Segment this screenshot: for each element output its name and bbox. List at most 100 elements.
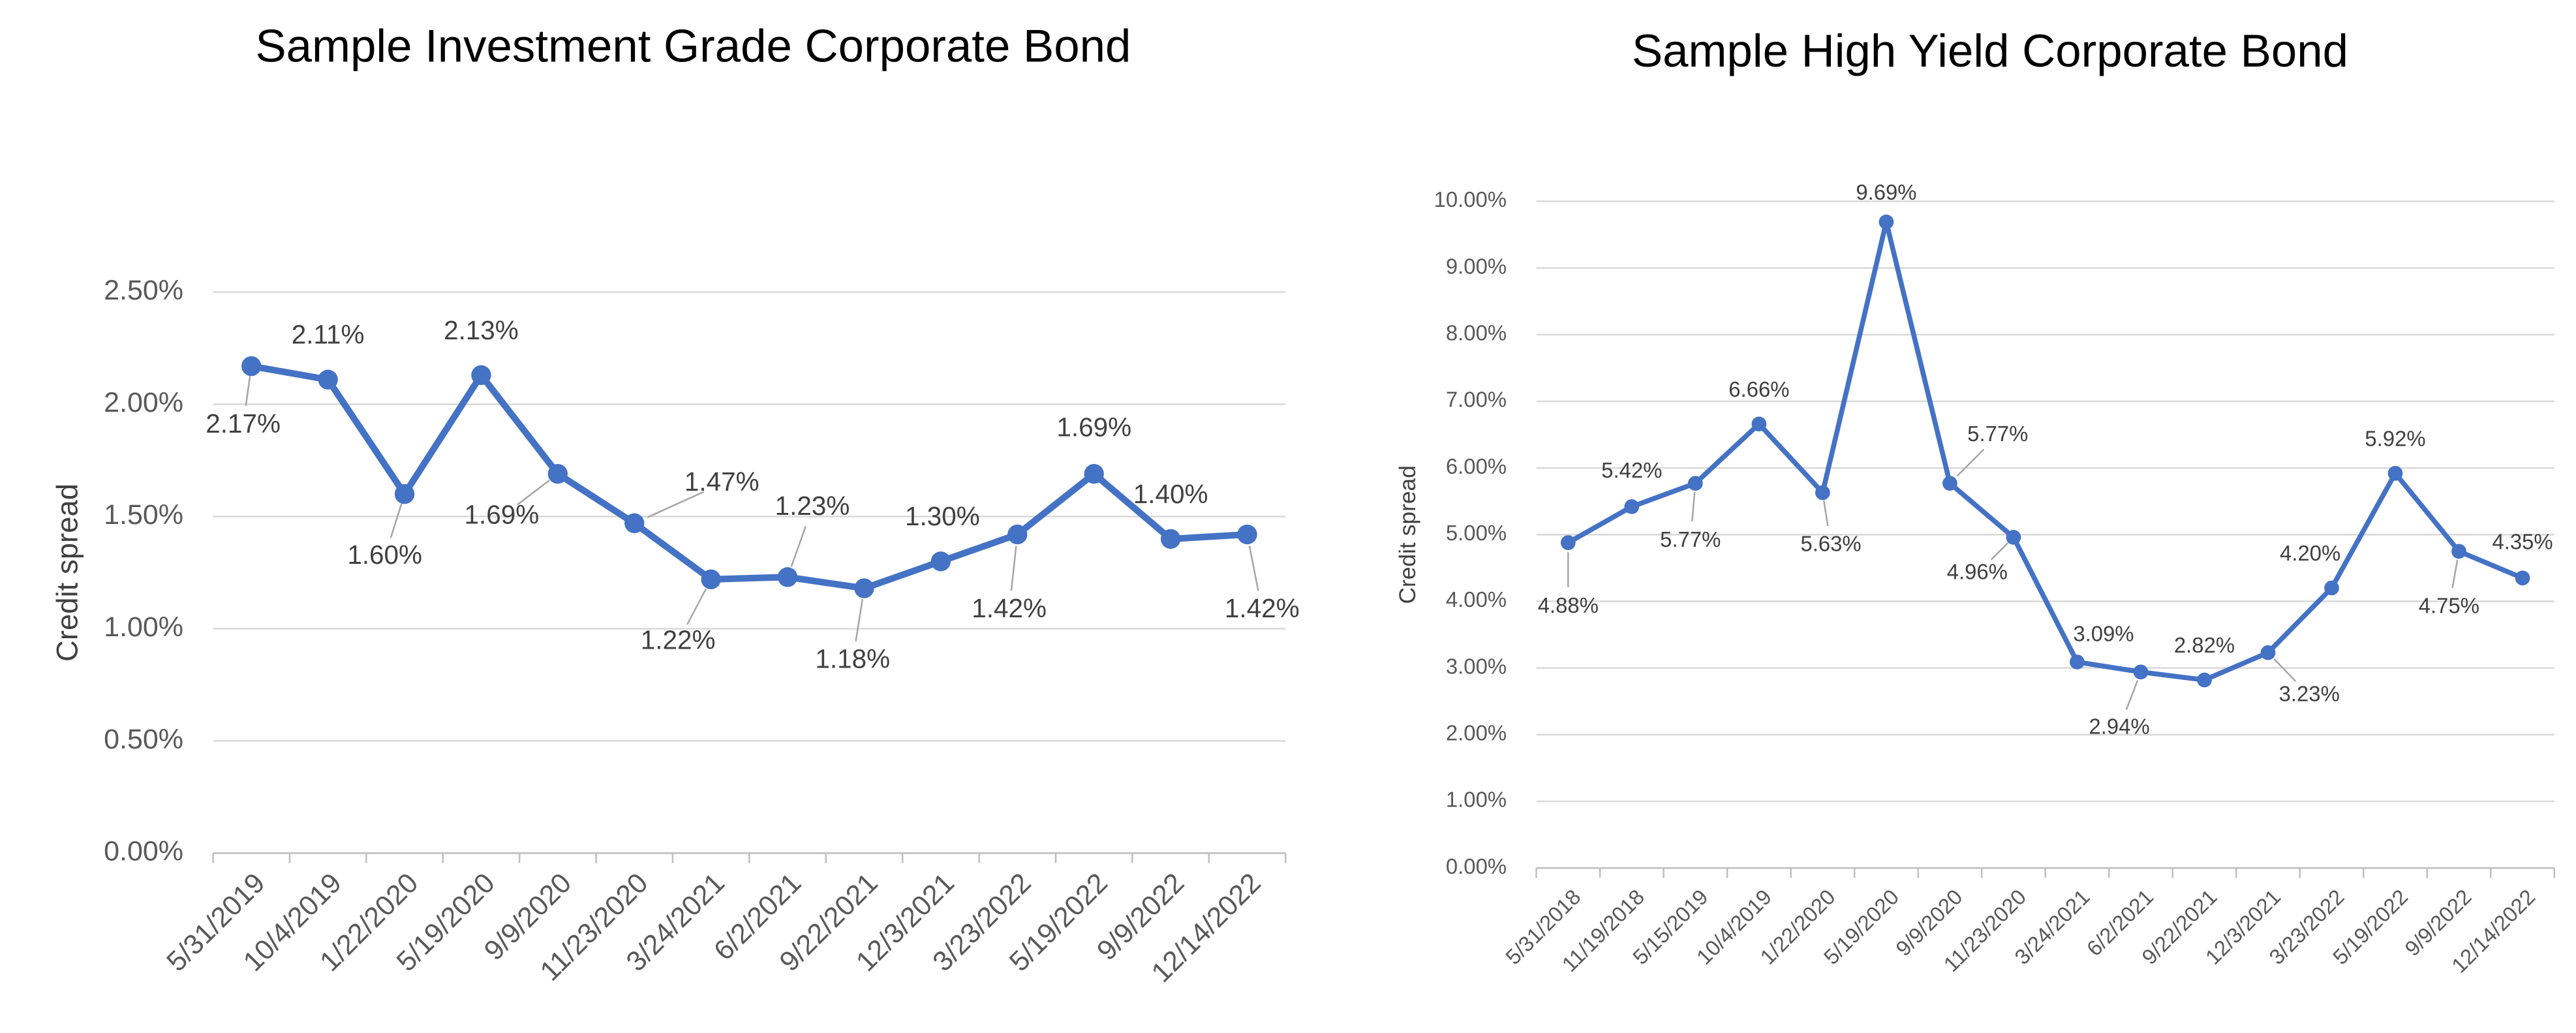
leader-line: [245, 375, 251, 407]
leader-line: [1956, 448, 1985, 477]
data-label: 4.88%: [1538, 593, 1599, 617]
point: [2515, 570, 2530, 586]
chart-title: Sample Investment Grade Corporate Bond: [255, 21, 1131, 72]
point: [2197, 672, 2212, 688]
data-label: 2.17%: [206, 409, 281, 439]
point: [1815, 485, 1830, 501]
point: [1560, 535, 1576, 550]
leader-line: [390, 503, 403, 538]
data-label: 2.11%: [292, 320, 365, 350]
data-label: 5.77%: [1967, 422, 2028, 446]
data-label: 2.82%: [2174, 633, 2235, 657]
point: [2387, 465, 2403, 481]
point: [1624, 499, 1640, 514]
data-label: 2.94%: [2089, 714, 2150, 738]
y-tick-label: 1.50%: [104, 499, 183, 531]
data-label: 2.13%: [444, 315, 519, 345]
y-axis-label: Credit spread: [51, 484, 84, 662]
y-tick-label: 2.00%: [1446, 720, 1507, 745]
point: [241, 356, 262, 377]
y-tick-label: 1.00%: [1446, 788, 1507, 812]
point: [318, 369, 338, 390]
y-axis-label: Credit spread: [1394, 465, 1420, 604]
point: [1084, 463, 1104, 484]
point: [1942, 476, 1957, 491]
data-label: 1.69%: [465, 500, 540, 530]
leader-line: [517, 480, 550, 506]
point: [1687, 476, 1703, 491]
leader-line: [2451, 559, 2459, 589]
point: [624, 513, 645, 533]
point: [930, 551, 951, 572]
point: [1878, 214, 1894, 230]
data-label: 4.75%: [2419, 594, 2479, 618]
y-tick-label: 6.00%: [1446, 454, 1507, 478]
data-label: 4.20%: [2280, 541, 2340, 565]
y-tick-label: 0.00%: [104, 836, 183, 867]
data-label: 1.18%: [815, 644, 890, 674]
leader-line: [2273, 658, 2297, 682]
y-tick-label: 0.00%: [1446, 854, 1507, 878]
y-tick-label: 4.00%: [1446, 587, 1507, 611]
data-label: 1.47%: [684, 467, 759, 497]
data-label: 1.40%: [1133, 479, 1208, 509]
point: [471, 365, 491, 386]
line: [251, 363, 1248, 592]
line: [1567, 219, 2524, 683]
leader-line: [647, 491, 705, 518]
data-label: 5.77%: [1660, 527, 1721, 551]
leader-line: [790, 526, 806, 567]
leader-line: [2125, 680, 2139, 710]
point: [2260, 645, 2276, 660]
point: [2133, 664, 2149, 680]
point: [547, 463, 568, 484]
point: [701, 569, 721, 589]
leader-line: [1823, 500, 1829, 527]
data-label: 1.69%: [1056, 412, 1131, 442]
y-tick-label: 10.00%: [1434, 187, 1507, 211]
point: [2324, 580, 2339, 596]
data-label: 1.22%: [641, 625, 716, 655]
point: [1007, 524, 1028, 545]
data-label: 6.66%: [1728, 377, 1789, 401]
leader-line: [855, 599, 864, 642]
data-label: 9.69%: [1856, 180, 1916, 204]
data-label: 3.09%: [2073, 622, 2134, 646]
y-tick-label: 8.00%: [1446, 321, 1507, 345]
data-label: 1.60%: [347, 540, 422, 570]
data-label: 1.30%: [905, 501, 980, 531]
data-label: 5.92%: [2365, 426, 2425, 450]
y-tick-label: 9.00%: [1446, 254, 1507, 278]
data-label: 5.42%: [1601, 458, 1662, 482]
y-tick-label: 3.00%: [1446, 654, 1507, 678]
point: [2451, 544, 2466, 559]
point: [2006, 530, 2021, 545]
data-label: 4.35%: [2492, 529, 2553, 553]
y-tick-label: 2.50%: [104, 275, 183, 306]
leader-line: [1010, 546, 1017, 591]
leader-line: [1990, 542, 2009, 561]
leader-line: [1248, 546, 1259, 591]
point: [2070, 655, 2085, 670]
data-label: 1.42%: [1225, 593, 1300, 623]
point: [1751, 416, 1767, 432]
y-tick-label: 0.50%: [104, 724, 183, 755]
data-label: 1.23%: [775, 491, 850, 521]
leader-line: [1691, 491, 1696, 522]
data-label: 3.23%: [2279, 682, 2340, 706]
data-label: 1.42%: [972, 593, 1047, 623]
leader-line: [686, 588, 707, 625]
point: [1160, 529, 1181, 549]
point: [394, 484, 415, 504]
y-tick-label: 1.00%: [104, 611, 183, 643]
point: [1237, 524, 1257, 545]
point: [854, 578, 874, 598]
y-tick-label: 5.00%: [1446, 521, 1507, 545]
point: [777, 567, 798, 587]
y-tick-label: 7.00%: [1446, 388, 1507, 412]
data-label: 5.63%: [1800, 532, 1861, 556]
y-tick-label: 2.00%: [104, 387, 183, 418]
data-label: 4.96%: [1947, 560, 2008, 584]
